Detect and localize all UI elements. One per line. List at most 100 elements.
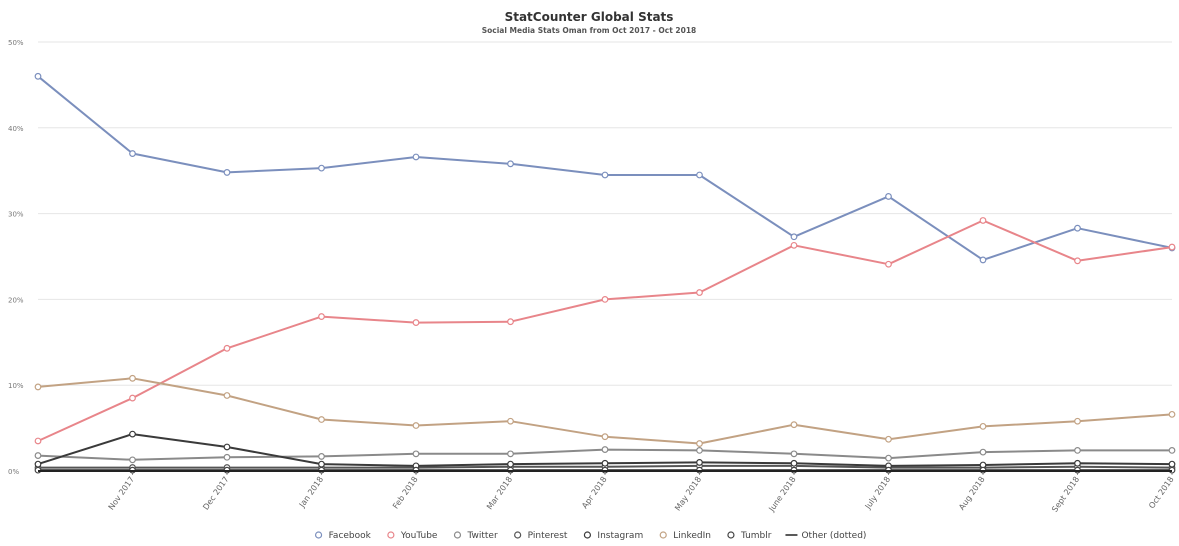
data-point xyxy=(1074,417,1081,425)
data-point xyxy=(223,443,231,451)
y-tick-label: 30% xyxy=(8,211,24,219)
grid xyxy=(38,41,1172,472)
data-point xyxy=(790,421,798,429)
data-point xyxy=(507,460,514,468)
legend-marker-tumblr xyxy=(727,531,735,539)
legend-label: LinkedIn xyxy=(673,531,711,541)
data-point xyxy=(885,435,892,443)
data-point xyxy=(1168,243,1176,251)
x-axis: Nov 2017 Dec 2017 Jan 2018 Feb 2018 Mar 2018… xyxy=(107,471,1176,514)
legend-label: Facebook xyxy=(329,531,372,541)
series-line-facebook xyxy=(37,75,1173,261)
series-youtube xyxy=(34,217,1176,445)
x-tick-label: June 2018 xyxy=(767,475,798,514)
y-tick-label: 40% xyxy=(8,125,24,133)
data-point xyxy=(507,318,514,326)
x-tick-label: July 2018 xyxy=(863,475,892,512)
data-point xyxy=(223,392,231,399)
data-point xyxy=(601,296,609,303)
legend-label: Pinterest xyxy=(528,531,568,541)
data-point xyxy=(34,437,42,445)
y-tick-label: 20% xyxy=(8,296,24,304)
data-point xyxy=(696,459,703,466)
data-point xyxy=(601,171,609,179)
legend-marker-facebook xyxy=(314,531,323,539)
data-point xyxy=(885,193,892,200)
data-point xyxy=(129,456,136,464)
data-point xyxy=(223,344,231,352)
data-point xyxy=(223,169,231,176)
data-point xyxy=(790,459,798,467)
data-point xyxy=(601,433,609,441)
data-point xyxy=(696,171,703,179)
data-point xyxy=(412,153,420,161)
data-point xyxy=(129,430,136,438)
data-point xyxy=(790,450,798,458)
data-point xyxy=(318,460,325,468)
data-point xyxy=(1168,447,1176,454)
chart-title: StatCounter Global Stats xyxy=(505,10,674,24)
data-point xyxy=(885,260,892,268)
data-point xyxy=(223,453,231,461)
data-point xyxy=(1074,459,1081,467)
data-point xyxy=(34,383,42,391)
legend-label: Tumblr xyxy=(740,531,772,541)
legend-label: Instagram xyxy=(597,531,643,541)
x-tick-label: Oct 2018 xyxy=(1147,475,1175,510)
y-tick-label: 0% xyxy=(8,468,19,476)
data-point xyxy=(1168,410,1176,418)
data-point xyxy=(1074,447,1081,454)
x-tick-label: Mar 2018 xyxy=(485,475,514,511)
data-point xyxy=(412,422,420,429)
data-point xyxy=(34,452,42,459)
data-point xyxy=(601,446,609,453)
data-point xyxy=(979,448,987,456)
legend-marker-youtube xyxy=(387,531,395,539)
data-point xyxy=(979,256,987,264)
x-tick-label: Feb 2018 xyxy=(391,475,420,511)
data-point xyxy=(34,72,42,80)
x-tick-label: May 2018 xyxy=(673,475,703,512)
legend-marker-instagram xyxy=(583,531,592,539)
data-point xyxy=(1074,224,1081,232)
series-group xyxy=(34,72,1176,474)
data-point xyxy=(507,160,514,168)
legend-marker-twitter xyxy=(453,531,462,539)
data-point xyxy=(129,374,136,382)
data-point xyxy=(318,313,325,320)
data-point xyxy=(790,233,798,241)
data-point xyxy=(601,459,609,467)
x-tick-label: Dec 2017 xyxy=(201,475,230,512)
x-tick-label: Aug 2018 xyxy=(957,475,986,512)
data-point xyxy=(1168,460,1176,468)
legend-marker-linkedin xyxy=(659,531,667,539)
y-tick-label: 10% xyxy=(8,382,24,390)
data-point xyxy=(412,450,420,458)
series-linkedin xyxy=(34,374,1176,447)
data-point xyxy=(696,289,703,296)
data-point xyxy=(318,453,325,460)
series-twitter xyxy=(34,446,1176,464)
legend: Facebook YouTube Twitter Pinterest Instagram… xyxy=(314,531,866,541)
x-tick-label: Nov 2017 xyxy=(107,475,136,512)
data-point xyxy=(979,422,987,430)
data-point xyxy=(318,164,325,172)
data-point xyxy=(129,394,136,402)
x-tick-label: Sept 2018 xyxy=(1050,475,1081,514)
data-point xyxy=(696,440,703,447)
legend-marker-pinterest xyxy=(514,531,522,539)
data-point xyxy=(696,447,703,454)
data-point xyxy=(790,241,798,249)
y-axis: 0% 10% 20% 30% 40% 50% xyxy=(8,39,24,476)
data-point xyxy=(34,460,42,468)
data-point xyxy=(885,454,892,462)
legend-label: YouTube xyxy=(400,531,438,541)
y-tick-label: 50% xyxy=(8,39,24,47)
legend-label: Twitter xyxy=(466,531,497,541)
data-point xyxy=(979,217,987,224)
data-point xyxy=(507,417,514,425)
data-point xyxy=(1074,257,1081,265)
x-tick-label: Apr 2018 xyxy=(580,475,608,510)
